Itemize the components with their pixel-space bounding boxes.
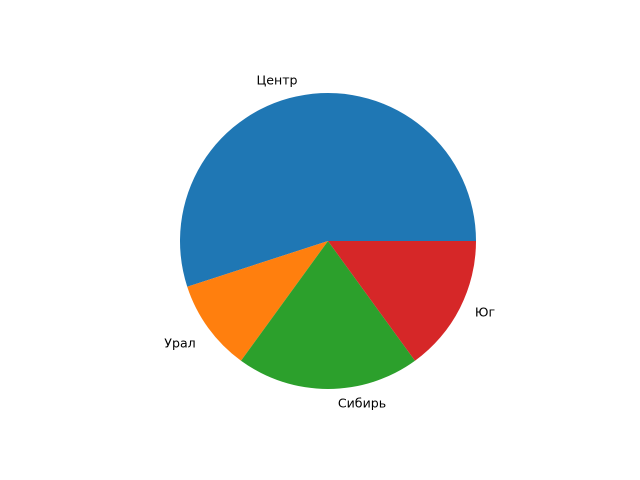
pie-slice-label-4: Юг [474,304,496,320]
pie-slice-3[interactable] [241,241,415,389]
pie-slice-label-3: Сибирь [337,395,387,411]
pie-slice-2[interactable] [187,241,328,361]
pie-slice-4[interactable] [328,241,476,361]
pie-slice-label-2: Урал [164,335,196,351]
pie-slice-label-1: Центр [256,72,298,88]
pie-slice-group [180,93,476,389]
pie-slice-1[interactable] [180,93,476,287]
